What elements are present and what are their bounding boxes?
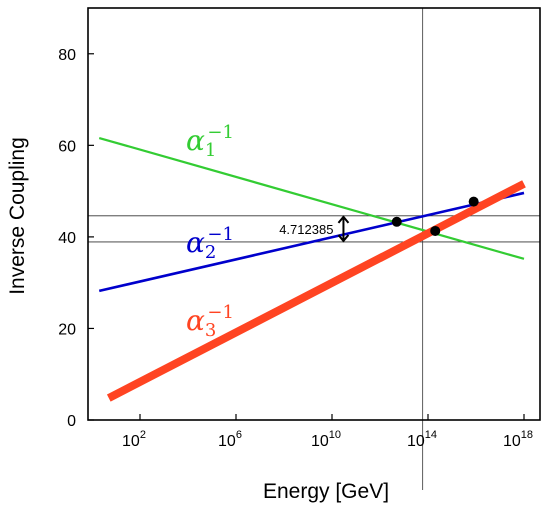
series-label-base: α [186, 124, 205, 157]
series-label-superscript: −1 [207, 122, 234, 143]
x-tick-label-10: 1010 [311, 429, 341, 450]
series-label-superscript: −1 [207, 302, 234, 323]
series-label-base: α [186, 226, 205, 259]
series-label-subscript: 3 [205, 320, 216, 341]
x-tick-exponent: 6 [236, 429, 242, 441]
y-tick-label-40: 40 [58, 230, 76, 247]
series-label-2: α2−1 [186, 224, 234, 263]
series-label-base: α [186, 304, 205, 337]
gap-arrow-head-down [337, 234, 350, 243]
reference-lines [88, 8, 540, 490]
x-tick-base: 10 [503, 433, 521, 450]
x-tick-exponent: 2 [140, 429, 146, 441]
x-tick-base: 10 [311, 433, 329, 450]
intersection-point-2 [430, 225, 441, 236]
x-tick-exponent: 18 [521, 429, 533, 441]
x-tick-base: 10 [407, 433, 425, 450]
y-tick-label-80: 80 [58, 47, 76, 64]
x-tick-label-2: 102 [122, 429, 146, 450]
x-tick-label-18: 1018 [503, 429, 533, 450]
intersection-point-3 [468, 196, 479, 207]
y-tick-label-60: 60 [58, 138, 76, 155]
x-axis-title: Energy [GeV] [263, 480, 389, 503]
series-line-1 [98, 136, 525, 260]
series-label-subscript: 1 [205, 140, 216, 161]
y-axis-title: Inverse Coupling [6, 137, 29, 295]
series-label-3: α3−1 [186, 302, 234, 341]
gap-annotation-text: 4.712385 [279, 222, 333, 237]
plot-frame [87, 7, 541, 421]
x-tick-label-6: 106 [218, 429, 242, 450]
series-line-2 [98, 191, 525, 293]
x-tick-base: 10 [218, 433, 236, 450]
x-tick-label-14: 1014 [407, 429, 437, 450]
intersection-point-1 [391, 216, 402, 227]
x-tick-exponent: 14 [425, 429, 437, 441]
intersection-points [391, 196, 479, 236]
y-tick-label-20: 20 [58, 321, 76, 338]
gap-arrow-head-up [337, 215, 350, 224]
gap-annotation: 4.712385 [279, 215, 350, 243]
series-label-superscript: −1 [207, 224, 234, 245]
series-line-3 [106, 180, 526, 402]
series-layer: α1−1α2−1α3−1 [98, 122, 526, 402]
series-label-1: α1−1 [186, 122, 234, 161]
y-tick-label-0: 0 [67, 413, 76, 430]
x-tick-base: 10 [122, 433, 140, 450]
x-tick-exponent: 10 [329, 429, 341, 441]
series-label-subscript: 2 [205, 242, 216, 263]
